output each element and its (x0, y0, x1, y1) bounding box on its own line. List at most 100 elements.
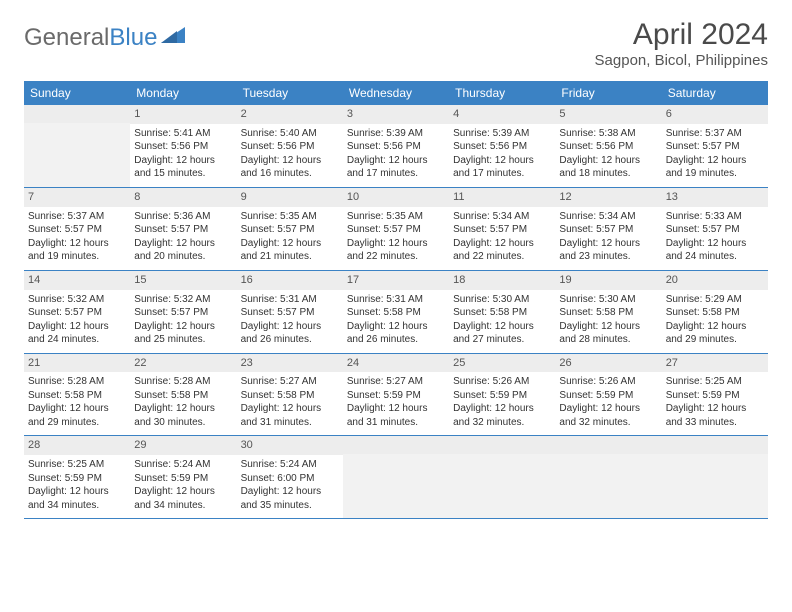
daylight-text: and 23 minutes. (559, 250, 657, 264)
daylight-text: and 16 minutes. (241, 167, 339, 181)
sunrise-text: Sunrise: 5:34 AM (559, 210, 657, 224)
location-text: Sagpon, Bicol, Philippines (595, 52, 768, 69)
sunrise-text: Sunrise: 5:31 AM (241, 293, 339, 307)
week-row: 14Sunrise: 5:32 AMSunset: 5:57 PMDayligh… (24, 271, 768, 354)
day-cell: 12 Sunrise: 5:34 AMSunset: 5:57 PMDayligh… (555, 188, 661, 270)
daylight-text: and 27 minutes. (453, 333, 551, 347)
day-cell: 8Sunrise: 5:36 AMSunset: 5:57 PMDaylight… (130, 188, 236, 270)
daylight-text: Daylight: 12 hours (666, 402, 764, 416)
daylight-text: and 21 minutes. (241, 250, 339, 264)
day-number: 7 (24, 188, 130, 207)
day-cell: 3Sunrise: 5:39 AMSunset: 5:56 PMDaylight… (343, 105, 449, 187)
sunset-text: Sunset: 5:59 PM (134, 472, 232, 486)
daylight-text: and 26 minutes. (241, 333, 339, 347)
day-cell: 7Sunrise: 5:37 AMSunset: 5:57 PMDaylight… (24, 188, 130, 270)
day-number: 2 (237, 105, 343, 124)
sunrise-text: Sunrise: 5:29 AM (666, 293, 764, 307)
day-number: 4 (449, 105, 555, 124)
daylight-text: Daylight: 12 hours (241, 320, 339, 334)
sunset-text: Sunset: 5:57 PM (453, 223, 551, 237)
day-number: 30 (237, 436, 343, 455)
sunrise-text: Sunrise: 5:30 AM (453, 293, 551, 307)
day-cell: 23Sunrise: 5:27 AMSunset: 5:58 PMDayligh… (237, 354, 343, 436)
day-cell: 18Sunrise: 5:30 AMSunset: 5:58 PMDayligh… (449, 271, 555, 353)
day-number: 21 (24, 354, 130, 373)
daylight-text: and 19 minutes. (666, 167, 764, 181)
sunrise-text: Sunrise: 5:26 AM (559, 375, 657, 389)
week-row: 1Sunrise: 5:41 AMSunset: 5:56 PMDaylight… (24, 105, 768, 188)
day-cell: 30Sunrise: 5:24 AMSunset: 6:00 PMDayligh… (237, 436, 343, 518)
daylight-text: and 35 minutes. (241, 499, 339, 513)
day-number: 19 (555, 271, 661, 290)
sunrise-text: Sunrise: 5:25 AM (28, 458, 126, 472)
day-number: 3 (343, 105, 449, 124)
sunset-text: Sunset: 5:56 PM (241, 140, 339, 154)
sunrise-text: Sunrise: 5:32 AM (28, 293, 126, 307)
daylight-text: and 25 minutes. (134, 333, 232, 347)
daylight-text: and 26 minutes. (347, 333, 445, 347)
day-number: 10 (343, 188, 449, 207)
week-row: 21Sunrise: 5:28 AMSunset: 5:58 PMDayligh… (24, 354, 768, 437)
daylight-text: Daylight: 12 hours (666, 154, 764, 168)
day-number: 14 (24, 271, 130, 290)
daylight-text: Daylight: 12 hours (28, 320, 126, 334)
empty-cell (662, 436, 768, 518)
empty-cell (343, 436, 449, 518)
daylight-text: Daylight: 12 hours (241, 154, 339, 168)
sunset-text: Sunset: 5:57 PM (559, 223, 657, 237)
sunset-text: Sunset: 5:57 PM (134, 306, 232, 320)
daylight-text: and 15 minutes. (134, 167, 232, 181)
sunset-text: Sunset: 5:59 PM (453, 389, 551, 403)
empty-cell (449, 436, 555, 518)
day-cell: 6Sunrise: 5:37 AMSunset: 5:57 PMDaylight… (662, 105, 768, 187)
sunset-text: Sunset: 5:59 PM (28, 472, 126, 486)
day-number: 15 (130, 271, 236, 290)
day-header: Saturday (662, 81, 768, 105)
day-number: 12 (555, 188, 661, 207)
daylight-text: Daylight: 12 hours (559, 237, 657, 251)
daylight-text: Daylight: 12 hours (134, 237, 232, 251)
day-number: 27 (662, 354, 768, 373)
sunrise-text: Sunrise: 5:37 AM (28, 210, 126, 224)
daylight-text: and 31 minutes. (347, 416, 445, 430)
daylight-text: and 17 minutes. (453, 167, 551, 181)
daylight-text: and 31 minutes. (241, 416, 339, 430)
sunset-text: Sunset: 5:58 PM (666, 306, 764, 320)
day-cell: 2 Sunrise: 5:40 AMSunset: 5:56 PMDaylight… (237, 105, 343, 187)
sunrise-text: Sunrise: 5:24 AM (134, 458, 232, 472)
sunset-text: Sunset: 5:58 PM (559, 306, 657, 320)
daylight-text: and 34 minutes. (134, 499, 232, 513)
sunset-text: Sunset: 5:57 PM (28, 306, 126, 320)
day-cell: 1Sunrise: 5:41 AMSunset: 5:56 PMDaylight… (130, 105, 236, 187)
daylight-text: and 19 minutes. (28, 250, 126, 264)
day-cell: 19Sunrise: 5:30 AMSunset: 5:58 PMDayligh… (555, 271, 661, 353)
sunrise-text: Sunrise: 5:40 AM (241, 127, 339, 141)
daylight-text: Daylight: 12 hours (347, 237, 445, 251)
sunset-text: Sunset: 5:57 PM (241, 306, 339, 320)
sunset-text: Sunset: 5:59 PM (559, 389, 657, 403)
day-number: 25 (449, 354, 555, 373)
sunrise-text: Sunrise: 5:25 AM (666, 375, 764, 389)
sunrise-text: Sunrise: 5:39 AM (453, 127, 551, 141)
sunrise-text: Sunrise: 5:28 AM (134, 375, 232, 389)
daylight-text: Daylight: 12 hours (28, 402, 126, 416)
sunrise-text: Sunrise: 5:37 AM (666, 127, 764, 141)
day-number: 20 (662, 271, 768, 290)
sunset-text: Sunset: 5:59 PM (666, 389, 764, 403)
day-number: 9 (237, 188, 343, 207)
daylight-text: Daylight: 12 hours (134, 402, 232, 416)
day-cell: 10 Sunrise: 5:35 AMSunset: 5:57 PMDayligh… (343, 188, 449, 270)
daylight-text: Daylight: 12 hours (134, 154, 232, 168)
daylight-text: and 32 minutes. (453, 416, 551, 430)
sunrise-text: Sunrise: 5:35 AM (347, 210, 445, 224)
sunset-text: Sunset: 5:56 PM (453, 140, 551, 154)
sunset-text: Sunset: 5:57 PM (347, 223, 445, 237)
brand-logo: GeneralBlue (24, 24, 187, 52)
day-cell: 22Sunrise: 5:28 AMSunset: 5:58 PMDayligh… (130, 354, 236, 436)
sunrise-text: Sunrise: 5:35 AM (241, 210, 339, 224)
daylight-text: Daylight: 12 hours (559, 154, 657, 168)
sunrise-text: Sunrise: 5:41 AM (134, 127, 232, 141)
daylight-text: and 34 minutes. (28, 499, 126, 513)
sunset-text: Sunset: 5:57 PM (241, 223, 339, 237)
sunset-text: Sunset: 5:58 PM (28, 389, 126, 403)
